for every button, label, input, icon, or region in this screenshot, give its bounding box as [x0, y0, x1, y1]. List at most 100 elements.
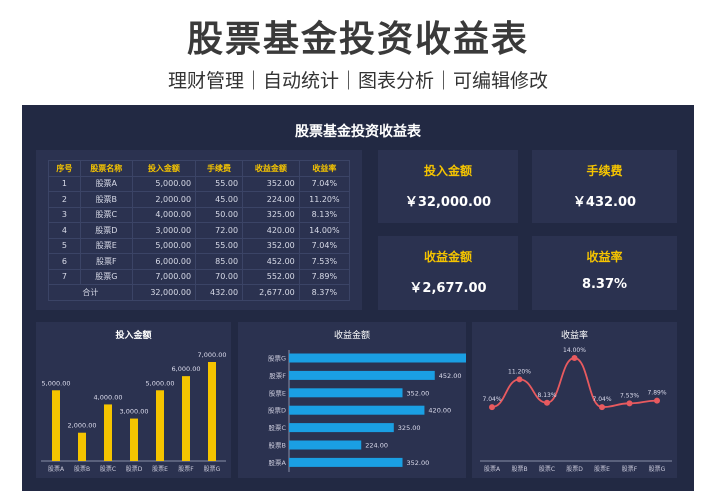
table-cell: 5: [48, 237, 81, 254]
data-label: 4,000.00: [94, 393, 123, 401]
total-cell: 32,000.00: [131, 284, 197, 301]
tick-label: 股票E: [594, 466, 610, 473]
column-header: 序号: [48, 160, 81, 177]
bar: [289, 423, 394, 433]
profit-chart: 收益金额552.00股票G452.00股票F352.00股票E420.00股票D…: [238, 322, 466, 478]
data-label: 11.20%: [508, 368, 531, 375]
bar: [78, 432, 86, 461]
chart-title: 收益金额: [333, 331, 370, 341]
tick-label: 股票C: [539, 466, 555, 473]
data-label: 6,000.00: [172, 365, 201, 373]
data-point: [626, 400, 633, 407]
series-line: [491, 357, 658, 408]
page-subtitle: 理财管理｜自动统计｜图表分析｜可编辑修改: [167, 70, 548, 92]
dashboard: 股票基金投资收益表 序号 股票名称 投入金额 手续费 收益金额 收益率 1 股票A 5,000.…: [22, 105, 694, 491]
table-cell: 3: [48, 206, 81, 223]
table-cell: 7: [48, 268, 81, 285]
table-cell: 11.20%: [298, 191, 351, 208]
table-cell: 452.00: [242, 253, 300, 270]
tick-label: 股票B: [74, 466, 90, 473]
data-label: 420.00: [428, 407, 451, 415]
tick-label: 股票A: [484, 466, 501, 473]
table-cell: 5,000.00: [131, 175, 197, 192]
kpi-card-profit: 收益金额 ￥2,677.00: [378, 236, 518, 310]
table-cell: 1: [48, 175, 81, 192]
tick-label: 股票E: [269, 389, 286, 397]
tick-label: 股票D: [268, 407, 286, 415]
tick-label: 股票A: [269, 459, 287, 467]
data-label: 224.00: [365, 442, 388, 450]
tick-label: 股票D: [126, 466, 143, 473]
tick-label: 股票G: [268, 355, 286, 363]
table-cell: 55.00: [195, 237, 244, 254]
kpi-value: 8.37%: [581, 277, 628, 292]
table-cell: 7.53%: [298, 253, 351, 270]
tick-label: 股票B: [269, 442, 286, 450]
bar: [289, 353, 466, 363]
table-cell: 股票F: [79, 253, 133, 270]
data-label: 7.04%: [482, 396, 501, 403]
kpi-label: 投入金额: [423, 164, 472, 178]
table-panel: 序号 股票名称 投入金额 手续费 收益金额 收益率 1 股票A 5,000.00 55.00 352…: [36, 150, 362, 310]
rate-chart: 收益率 7.04% 股票A 11.20% 股票B 8.13% 股票C 14.00% 股票D 7.0…: [472, 322, 677, 478]
data-label: 325.00: [398, 424, 421, 432]
total-cell: 合计: [48, 284, 133, 301]
kpi-value: ￥432.00: [572, 195, 637, 210]
tick-label: 股票E: [152, 466, 168, 473]
table-cell: 14.00%: [298, 222, 351, 239]
tick-label: 股票B: [511, 466, 527, 473]
table-cell: 352.00: [242, 237, 300, 254]
data-point: [544, 399, 550, 406]
table-row: 4 股票D 3,000.00 72.00 420.00 14.00%: [48, 222, 351, 239]
table-row: 5 股票E 5,000.00 55.00 352.00 7.04%: [48, 237, 351, 254]
data-label: 7.04%: [592, 396, 611, 403]
table-cell: 420.00: [242, 222, 300, 239]
tick-label: 股票C: [268, 424, 286, 432]
bar: [130, 418, 138, 461]
data-point: [571, 355, 578, 361]
data-point: [599, 404, 605, 411]
column-header: 手续费: [195, 160, 244, 177]
data-label: 3,000.00: [120, 408, 149, 416]
table-cell: 2: [48, 191, 81, 208]
profit-hbar-chart: 552.00股票G452.00股票F352.00股票E420.00股票D325.…: [268, 350, 466, 472]
column-header: 收益金额: [242, 160, 300, 177]
table-cell: 552.00: [242, 268, 300, 285]
table-row: 2 股票B 2,000.00 45.00 224.00 11.20%: [48, 191, 351, 208]
tick-label: 股票G: [649, 466, 666, 473]
data-label: 7.53%: [620, 392, 639, 399]
table-cell: 4: [48, 222, 81, 239]
data-label: 5,000.00: [146, 379, 175, 387]
table-cell: 45.00: [195, 191, 244, 208]
kpi-label: 手续费: [586, 164, 623, 178]
bar: [289, 388, 403, 398]
bar: [208, 362, 216, 461]
table-cell: 6,000.00: [131, 253, 197, 270]
invest-chart: 投入金额 5,000.00 股票A 2,000.00 股票B 4,000.00 股票C 3,0…: [36, 322, 231, 478]
data-label: 2,000.00: [68, 422, 97, 430]
table-cell: 股票C: [79, 206, 133, 223]
kpi-label: 收益金额: [423, 250, 472, 264]
tick-label: 股票D: [566, 466, 583, 473]
table-cell: 224.00: [242, 191, 300, 208]
data-label: 8.13%: [537, 392, 556, 399]
bar: [156, 390, 164, 461]
tick-label: 股票F: [269, 372, 286, 380]
total-cell: 2,677.00: [242, 284, 300, 301]
table-cell: 325.00: [242, 206, 300, 223]
data-point: [516, 376, 523, 383]
table-cell: 70.00: [195, 268, 244, 285]
data-point: [489, 404, 495, 411]
data-label: 452.00: [439, 372, 462, 380]
chart-title: 收益率: [560, 331, 588, 341]
invest-bar-chart: 5,000.00 股票A 2,000.00 股票B 4,000.00 股票C 3,000.0…: [41, 351, 226, 473]
table-cell: 3,000.00: [131, 222, 197, 239]
kpi-card-fee: 手续费 ￥432.00: [532, 150, 677, 223]
data-label: 352.00: [407, 459, 430, 467]
bar: [52, 390, 60, 461]
table-total-row: 合计 32,000.00 432.00 2,677.00 8.37%: [48, 284, 351, 301]
table-row: 1 股票A 5,000.00 55.00 352.00 7.04%: [48, 175, 351, 192]
table-cell: 股票E: [79, 237, 133, 254]
table-cell: 7.04%: [298, 237, 351, 254]
data-table: 序号 股票名称 投入金额 手续费 收益金额 收益率 1 股票A 5,000.00 55.00 352…: [48, 160, 351, 301]
